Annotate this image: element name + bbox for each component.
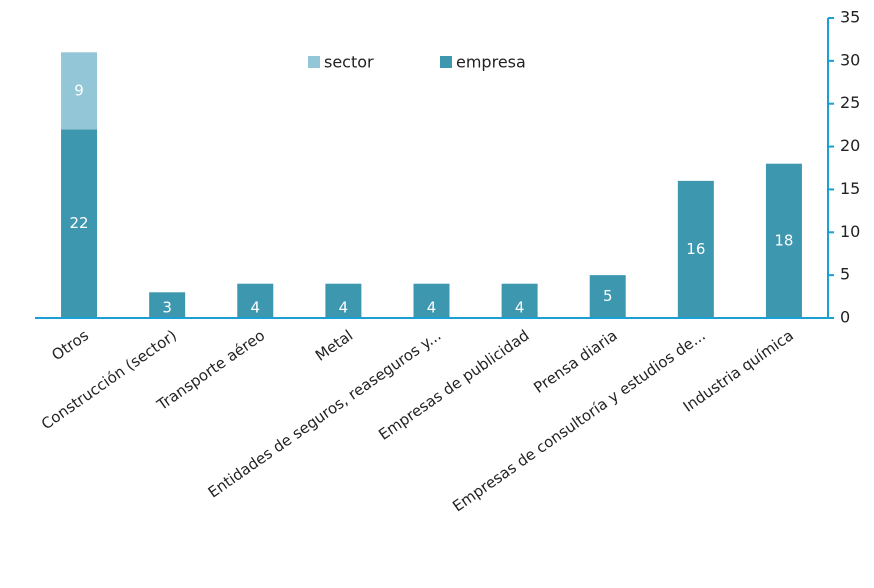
- data-label-empresa-8: 18: [774, 231, 793, 249]
- bar-empresa-0: [61, 129, 98, 318]
- y-tick-label-1: 5: [840, 265, 850, 284]
- category-label-3: Metal: [312, 326, 356, 365]
- data-label-empresa-7: 16: [686, 240, 705, 258]
- data-label-empresa-3: 4: [339, 299, 349, 317]
- y-tick-label-2: 10: [840, 222, 860, 241]
- bar-empresa-5: [501, 283, 538, 318]
- bar-empresa-2: [237, 283, 274, 318]
- data-label-empresa-6: 5: [603, 287, 613, 305]
- legend-swatch-empresa: [440, 56, 452, 68]
- category-label-5: Empresas de publicidad: [375, 326, 532, 444]
- y-tick-label-3: 15: [840, 179, 860, 198]
- bar-empresa-7: [677, 180, 714, 318]
- data-label-empresa-2: 4: [251, 299, 261, 317]
- bar-sector-0: [61, 52, 98, 130]
- legend: sector empresa: [308, 53, 526, 72]
- category-label-0: Otros: [48, 326, 92, 364]
- bar-empresa-4: [413, 283, 450, 318]
- category-label-6: Prensa diaria: [530, 326, 620, 397]
- bar-empresa-3: [325, 283, 362, 318]
- y-tick-label-4: 20: [840, 136, 860, 155]
- y-tick-label-7: 35: [840, 8, 860, 27]
- y-tick-label-6: 30: [840, 50, 860, 69]
- data-label-empresa-1: 3: [162, 299, 172, 317]
- y-tick-label-5: 25: [840, 93, 860, 112]
- y-tick-label-0: 0: [840, 308, 850, 327]
- legend-swatch-sector: [308, 56, 320, 68]
- legend-label-empresa: empresa: [456, 53, 526, 72]
- bar-empresa-6: [589, 275, 626, 318]
- bar-empresa-1: [149, 292, 186, 318]
- legend-label-sector: sector: [324, 53, 374, 72]
- bar-empresa-8: [765, 163, 802, 318]
- data-label-empresa-0: 22: [70, 214, 89, 232]
- data-label-empresa-5: 4: [515, 299, 525, 317]
- data-label-sector-0: 9: [74, 81, 84, 99]
- bars-layer: [61, 52, 802, 318]
- data-labels-layer: 22 9 3 4 4 4 4 5 16 18: [70, 81, 794, 316]
- data-label-empresa-4: 4: [427, 299, 437, 317]
